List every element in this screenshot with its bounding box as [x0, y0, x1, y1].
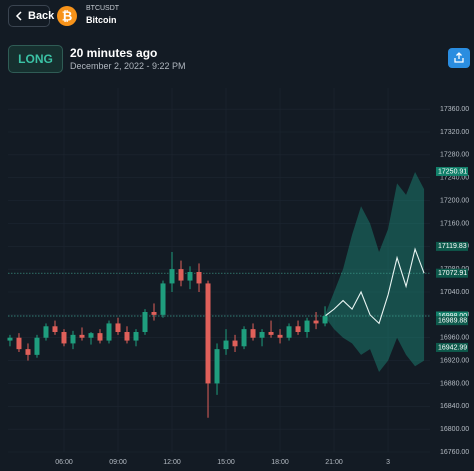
svg-text:₿: ₿ — [62, 10, 73, 25]
price-label: 17072.91 — [438, 270, 467, 277]
candle-body — [232, 340, 238, 347]
y-tick-label: 16800.00 — [440, 426, 469, 433]
candle-body — [25, 349, 31, 355]
y-tick-label: 17320.00 — [440, 129, 469, 136]
price-label: 16989.88 — [438, 317, 467, 324]
candle-body — [124, 332, 130, 341]
asset-name: Bitcoin — [86, 15, 117, 25]
candle-body — [106, 323, 112, 341]
y-tick-label: 17240.00 — [440, 175, 469, 182]
share-icon — [454, 52, 464, 63]
back-label: Back — [28, 10, 55, 22]
candle-body — [223, 340, 229, 350]
direction-badge: LONG — [8, 45, 63, 73]
candle-body — [151, 312, 157, 315]
price-label: 17119.83 — [438, 243, 467, 250]
y-tick-label: 17160.00 — [440, 220, 469, 227]
candle-body — [286, 326, 292, 338]
y-tick-label: 16760.00 — [440, 449, 469, 456]
y-tick-label: 17280.00 — [440, 152, 469, 159]
price-label: 17250.91 — [438, 168, 467, 175]
candle-body — [250, 329, 256, 338]
candle-body — [187, 272, 193, 281]
candle-body — [61, 332, 67, 344]
bitcoin-icon: ₿ — [57, 6, 77, 26]
chart: 17360.00 17320.00 17280.00 17240.00 17200.00… — [7, 88, 469, 466]
y-tick-label: 16960.00 — [440, 335, 469, 342]
candle-body — [70, 334, 76, 344]
candle-body — [304, 320, 310, 332]
candle-body — [241, 329, 247, 347]
share-button[interactable] — [448, 48, 470, 68]
candle-body — [295, 326, 301, 332]
x-tick-label: 3 — [386, 459, 390, 466]
symbol: BTCUSDT — [86, 5, 120, 12]
price-label-box — [436, 311, 468, 321]
candle-body — [142, 312, 148, 332]
candle-body — [205, 283, 211, 384]
candle-body — [133, 332, 139, 341]
y-tick-label: 17360.00 — [440, 106, 469, 113]
time-ago: 20 minutes ago — [70, 46, 158, 60]
x-tick-label: 09:00 — [109, 459, 127, 466]
forecast-band — [325, 172, 425, 372]
y-tick-label: 17200.00 — [440, 197, 469, 204]
y-tick-label: 17040.00 — [440, 289, 469, 296]
forecast-line — [324, 247, 425, 325]
candle-body — [79, 334, 85, 338]
price-label-box — [436, 241, 468, 251]
x-tick-label: 21:00 — [325, 459, 343, 466]
candle-body — [169, 269, 175, 284]
candle-body — [322, 316, 328, 324]
y-tick-label: 16840.00 — [440, 403, 469, 410]
back-icon — [15, 11, 22, 21]
x-tick-label: 12:00 — [163, 459, 181, 466]
candle-body — [97, 333, 103, 341]
candle-body — [313, 320, 319, 324]
candle-body — [214, 349, 220, 384]
price-label: 16942.99 — [438, 344, 467, 351]
price-label-box — [436, 316, 468, 326]
candle-body — [196, 272, 202, 284]
x-tick-label: 15:00 — [217, 459, 235, 466]
x-tick-label: 18:00 — [271, 459, 289, 466]
candle-body — [259, 332, 265, 338]
price-label-box — [436, 166, 468, 176]
price-label-box — [436, 342, 468, 352]
back-button[interactable]: Back — [8, 5, 54, 27]
candle-body — [88, 333, 94, 338]
signal-date: December 2, 2022 - 9:22 PM — [70, 61, 186, 71]
y-tick-label: 16880.00 — [440, 380, 469, 387]
candle-body — [115, 323, 121, 332]
candle-body — [268, 332, 274, 335]
x-tick-label: 06:00 — [55, 459, 73, 466]
y-tick-label: 16920.00 — [440, 357, 469, 364]
price-label-box — [436, 268, 468, 278]
candle-body — [52, 326, 58, 332]
candle-body — [277, 334, 283, 338]
candle-body — [43, 326, 49, 338]
candle-body — [16, 337, 22, 350]
candle-body — [7, 337, 13, 341]
candle-body — [178, 269, 184, 281]
candle-body — [34, 337, 40, 355]
candle-body — [160, 283, 166, 315]
